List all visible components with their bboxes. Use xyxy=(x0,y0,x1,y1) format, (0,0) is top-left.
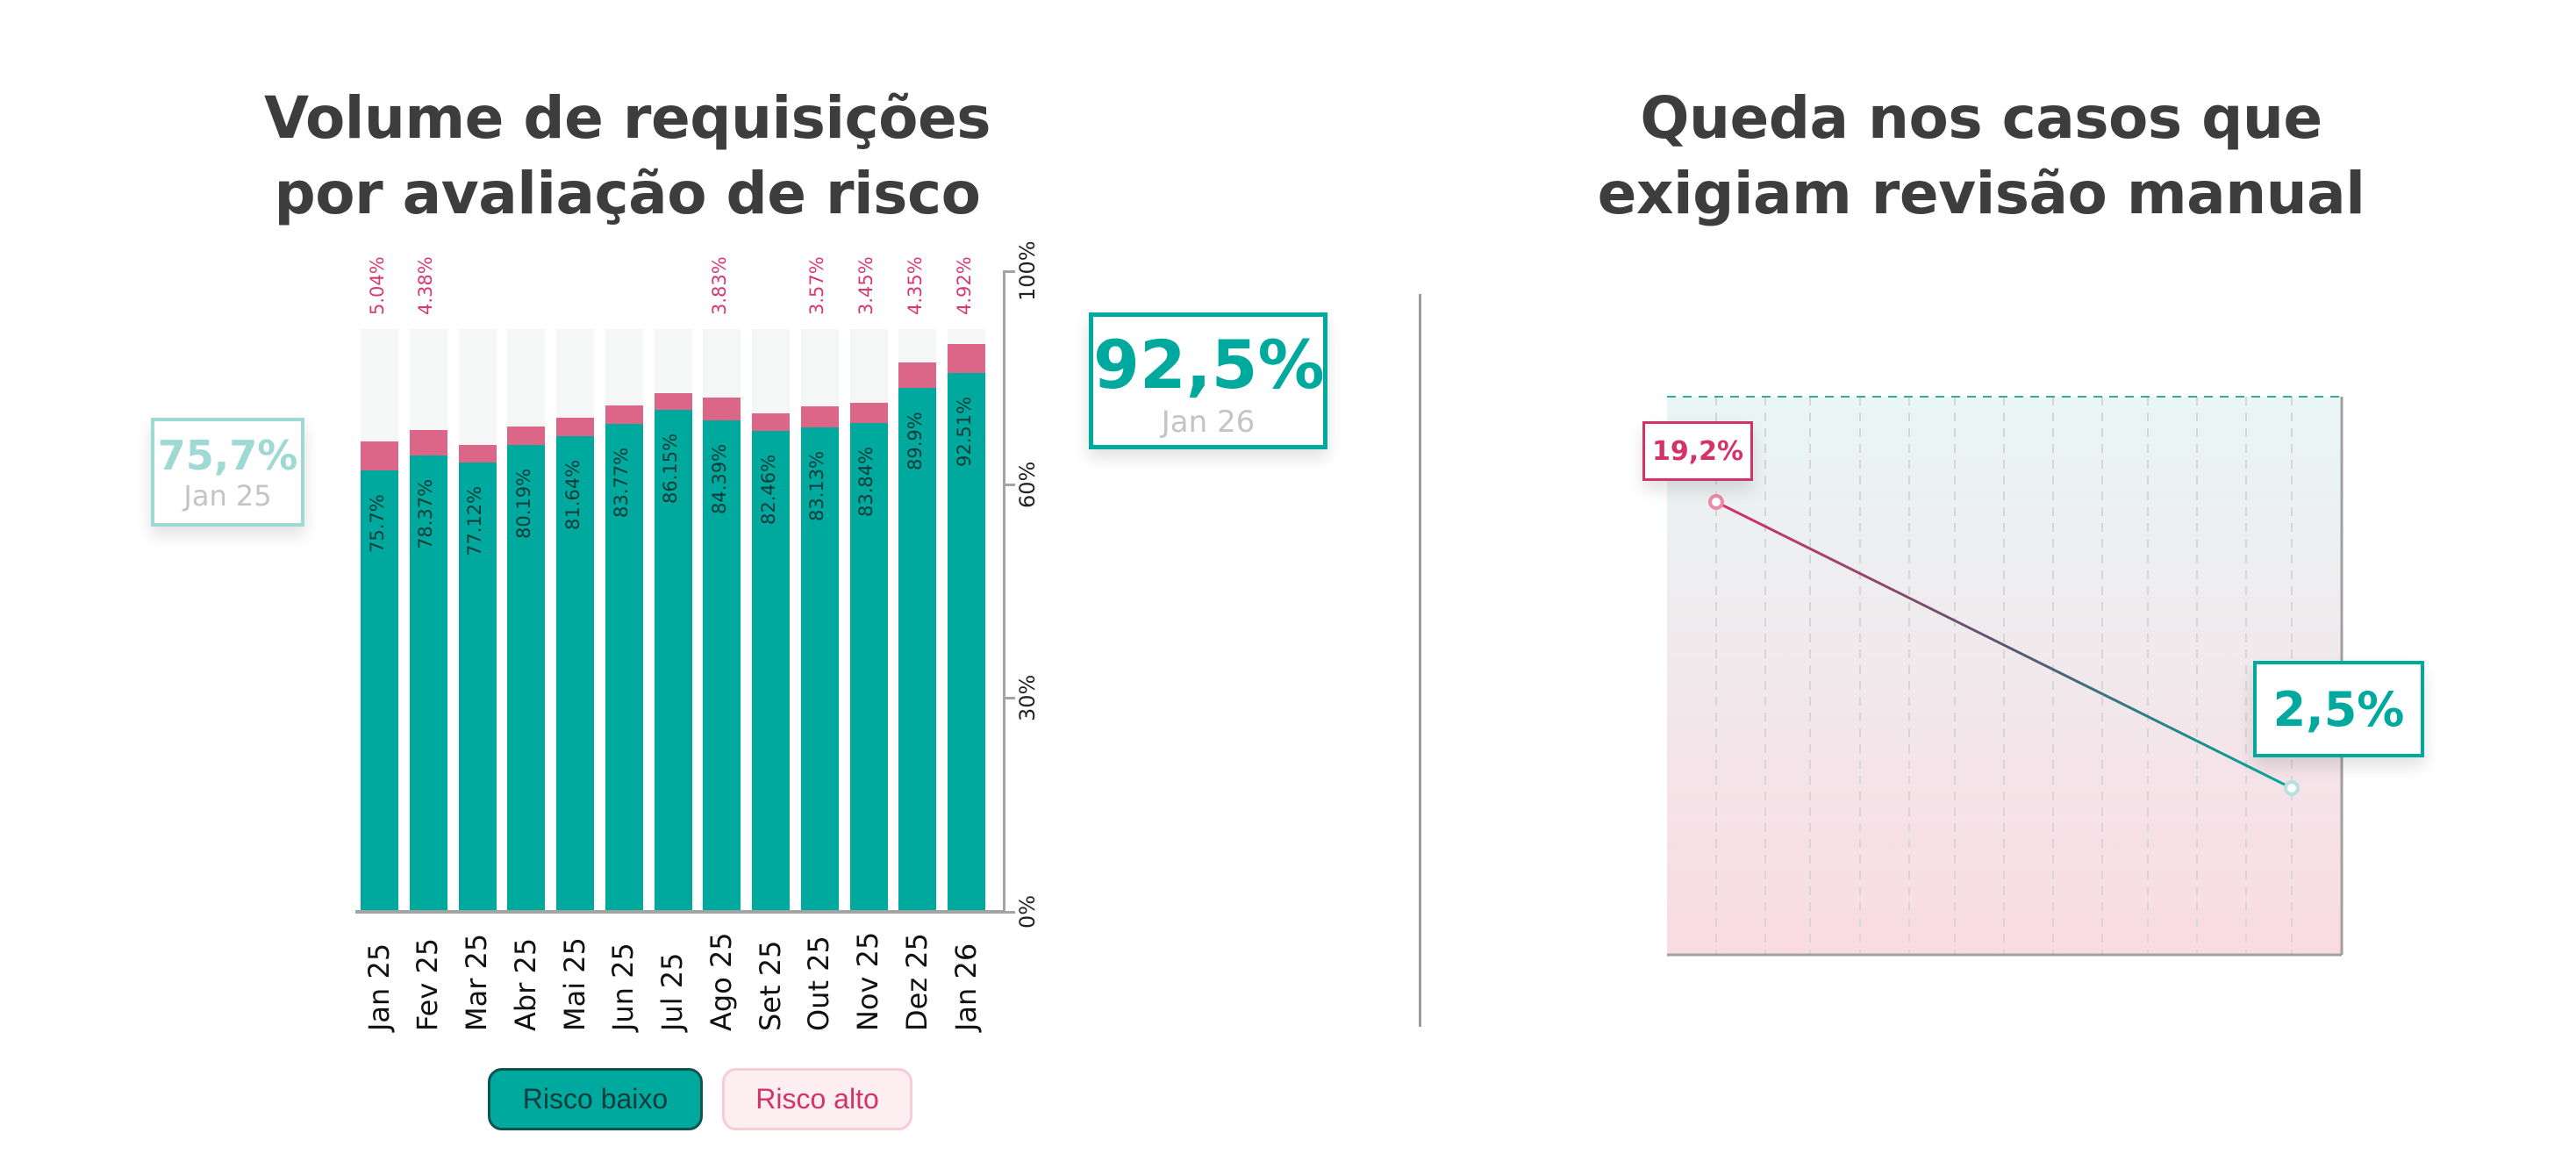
bar-risco-baixo xyxy=(605,423,643,912)
bar-risco-alto xyxy=(752,412,790,432)
end-value-text: 2,5% xyxy=(2272,681,2405,737)
x-tick-label: Abr 25 xyxy=(508,937,542,1031)
value-label-risco-alto: 4.92% xyxy=(953,256,975,315)
callout-jan25-period: Jan 25 xyxy=(183,479,272,513)
x-tick-label: Jan 26 xyxy=(948,943,983,1031)
x-tick-label: Ago 25 xyxy=(704,932,738,1031)
bar-risco-alto xyxy=(849,403,888,424)
bar-risco-alto xyxy=(898,362,937,389)
value-label-risco-alto: 3.45% xyxy=(855,256,877,315)
x-tick-label: Jun 25 xyxy=(606,943,640,1031)
bar-risco-baixo xyxy=(654,409,692,912)
value-label-risco-baixo: 75.7% xyxy=(366,494,388,554)
line-chart xyxy=(1666,396,2343,957)
x-tick-label: Jul 25 xyxy=(655,952,689,1032)
x-tick-label: Mai 25 xyxy=(557,937,591,1031)
bar-risco-alto xyxy=(703,398,741,420)
bar-risco-baixo xyxy=(898,388,937,912)
bar-risco-baixo xyxy=(752,431,790,912)
callout-jan25-value: 75,7% xyxy=(157,432,298,479)
x-tick-label: Out 25 xyxy=(802,936,836,1031)
value-label-risco-alto: 3.83% xyxy=(708,256,730,315)
value-label-risco-baixo: 83.13% xyxy=(806,451,828,522)
y-tick-label: 60% xyxy=(1015,461,1040,508)
bar-risco-baixo xyxy=(556,435,594,912)
x-tick-label: Nov 25 xyxy=(851,931,884,1031)
value-label-risco-alto: 3.57% xyxy=(806,256,828,315)
bar-risco-alto xyxy=(361,441,398,471)
x-tick-label: Set 25 xyxy=(753,940,787,1031)
value-label-risco-baixo: 77.12% xyxy=(464,485,485,556)
value-label-risco-baixo: 89.9% xyxy=(904,412,926,470)
legend-risco-alto[interactable]: Risco alto xyxy=(722,1068,912,1130)
y-tick-label: 0% xyxy=(1015,894,1040,929)
bar-risco-alto xyxy=(800,406,839,427)
callout-jan26: 92,5% Jan 26 xyxy=(1089,312,1327,449)
y-tick-mark xyxy=(1003,697,1015,699)
value-label-risco-baixo: 80.19% xyxy=(512,468,534,539)
value-label-risco-alto: 4.35% xyxy=(904,256,926,315)
y-tick-label: 100% xyxy=(1015,240,1040,302)
right-title-line-1: Queda nos casos que xyxy=(1640,84,2322,152)
bar-risco-baixo xyxy=(800,427,839,912)
y-tick-mark xyxy=(1003,911,1015,914)
value-label-risco-alto: 4.38% xyxy=(415,256,437,315)
bar-risco-baixo xyxy=(948,372,985,912)
callout-jan25: 75,7% Jan 25 xyxy=(151,418,304,527)
value-label-risco-baixo: 78.37% xyxy=(415,478,437,549)
value-label-risco-baixo: 81.64% xyxy=(562,459,583,530)
x-tick-label: Jan 25 xyxy=(361,943,396,1031)
value-label-risco-alto: 5.04% xyxy=(366,256,388,315)
callout-jan26-value: 92,5% xyxy=(1093,326,1325,404)
right-chart-title: Queda nos casos que exigiam revisão manu… xyxy=(1542,81,2420,232)
value-label-risco-baixo: 83.84% xyxy=(855,447,877,518)
vertical-grid-lines xyxy=(1715,397,2293,955)
bar-risco-alto xyxy=(507,426,546,445)
bar-risco-baixo xyxy=(458,462,497,912)
value-label-risco-baixo: 84.39% xyxy=(708,443,730,514)
bar-risco-baixo xyxy=(361,470,398,912)
left-chart-title: Volume de requisições por avaliação de r… xyxy=(189,81,1066,232)
data-point-end xyxy=(2284,780,2300,796)
bar-risco-baixo xyxy=(849,423,888,912)
bar-risco-baixo xyxy=(703,419,741,912)
y-tick-mark xyxy=(1003,270,1015,273)
start-value-text: 19,2% xyxy=(1651,435,1744,467)
bar-risco-baixo xyxy=(409,455,447,912)
bar-risco-alto xyxy=(556,418,594,436)
x-tick-label: Dez 25 xyxy=(899,932,934,1031)
left-title-line-2: por avaliação de risco xyxy=(274,160,981,227)
trend-line xyxy=(1715,500,2293,790)
bar-risco-alto xyxy=(409,429,447,455)
section-divider xyxy=(1419,294,1421,1027)
stacked-bar-chart: 75.7% 5.04% Jan 25 78.37% 4.38% Fev 25 77.12% M… xyxy=(0,0,1141,1176)
label-start-value: 19,2% xyxy=(1642,421,1753,481)
bar-risco-alto xyxy=(605,405,643,424)
bar-risco-baixo xyxy=(507,444,546,912)
value-label-risco-baixo: 92.51% xyxy=(953,396,975,467)
label-end-value: 2,5% xyxy=(2253,661,2424,757)
x-tick-label: Mar 25 xyxy=(460,933,493,1031)
data-point-start xyxy=(1708,494,1724,510)
y-tick-label: 30% xyxy=(1015,674,1040,721)
x-axis-line xyxy=(355,910,1005,914)
x-tick-label: Fev 25 xyxy=(411,937,445,1031)
bar-risco-alto xyxy=(458,445,497,463)
value-label-risco-baixo: 83.77% xyxy=(611,447,633,518)
legend-risco-baixo[interactable]: Risco baixo xyxy=(488,1068,703,1130)
left-title-line-1: Volume de requisições xyxy=(263,84,991,152)
value-label-risco-baixo: 86.15% xyxy=(660,433,681,505)
right-title-line-2: exigiam revisão manual xyxy=(1597,160,2365,227)
y-tick-mark xyxy=(1003,484,1015,486)
bar-risco-alto xyxy=(654,393,692,410)
value-label-risco-baixo: 82.46% xyxy=(757,455,779,526)
bar-risco-alto xyxy=(948,344,985,373)
y-axis-line xyxy=(1003,271,1005,913)
callout-jan26-period: Jan 26 xyxy=(1161,405,1256,440)
